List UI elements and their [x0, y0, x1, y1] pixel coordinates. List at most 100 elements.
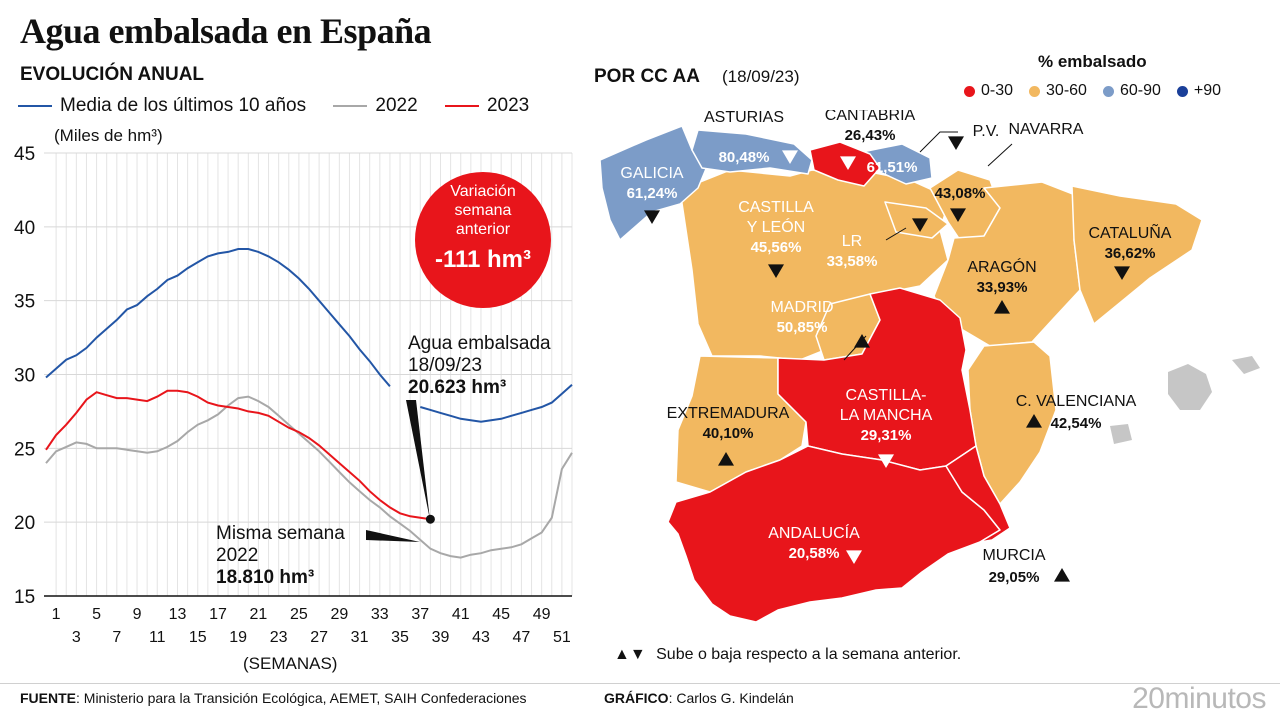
region-label-catalua: CATALUÑA 36,62%	[1089, 222, 1172, 280]
legend-swatch-2022	[333, 104, 368, 107]
legend-dot-orange	[1029, 85, 1041, 97]
footer-source-text: : Ministerio para la Transición Ecológic…	[76, 690, 527, 706]
region-name: GALICIA	[620, 165, 683, 182]
x-tick-label: 33	[371, 606, 389, 623]
series-line-2022	[45, 395, 573, 559]
region-percentage: 61,51%	[867, 159, 918, 176]
x-tick-label: 13	[169, 606, 187, 623]
region-label-andaluca: ANDALUCÍA 20,58%	[768, 523, 862, 564]
legend-label-media: Media de los últimos 10 años	[60, 95, 307, 116]
region-percentage: 40,10%	[703, 425, 754, 442]
chart-section-title: EVOLUCIÓN ANUAL	[20, 64, 205, 85]
annotation-2023-value: 20.623 hm³	[408, 377, 507, 398]
trend-up-icon	[718, 452, 734, 466]
region-label-galicia: GALICIA 61,24%	[620, 165, 684, 224]
x-tick-label: 29	[330, 606, 348, 623]
tick-layer: 1 5 9 13 17 21 25 29 33 37 41 45 493 7 11 15 19 23 27 31 35 3…	[52, 606, 571, 646]
x-tick-label: 19	[229, 629, 247, 646]
trend-down-icon	[768, 264, 784, 278]
region-percentage: 50,85%	[777, 319, 828, 336]
callout-line2: semana	[455, 202, 512, 219]
leader-pv	[919, 131, 958, 153]
x-tick-label: 47	[513, 629, 531, 646]
region-name: MADRID	[770, 299, 833, 316]
region-percentage: 80,48%	[719, 149, 770, 166]
footer-source: FUENTE: Ministerio para la Transición Ec…	[20, 690, 527, 706]
region-label-pv: P.V. 61,51%	[867, 123, 1000, 176]
legend-dot-lightblue	[1102, 85, 1114, 97]
region-percentage: 29,31%	[861, 427, 912, 444]
legend-swatch-media	[18, 104, 52, 107]
menorca-shape	[1232, 356, 1260, 374]
legend-30-60: 30-60	[1029, 82, 1087, 100]
region-percentage: 61,24%	[627, 185, 678, 202]
legend-0-30: 0-30	[964, 82, 1013, 100]
y-tick-label: 45	[14, 144, 35, 165]
x-tick-label: 1	[52, 606, 61, 623]
region-percentage: 26,43%	[845, 127, 896, 144]
legend-dot-darkblue	[1176, 85, 1188, 97]
y-tick-label: 30	[14, 366, 35, 387]
footer-credit: GRÁFICO: Carlos G. Kindelán	[604, 690, 794, 706]
region-name: EXTREMADURA	[667, 405, 790, 422]
region-label-madrid: MADRID 50,85%	[770, 299, 870, 348]
region-name: CATALUÑA	[1089, 222, 1172, 242]
legend-label-2023: 2023	[486, 95, 530, 116]
leader-navarra	[987, 143, 1013, 167]
region-label-castilla: CASTILLA- LA MANCHA 29,31%	[840, 387, 933, 468]
x-tick-label: 31	[351, 629, 369, 646]
footer-source-label: FUENTE	[20, 690, 76, 706]
trend-down-icon	[950, 208, 966, 222]
region-name: P.V.	[973, 123, 1000, 140]
x-tick-label: 23	[270, 629, 288, 646]
region-name-line2: LA MANCHA	[840, 407, 933, 424]
series-2023-endpoint	[425, 514, 435, 524]
x-tick-label: 21	[250, 606, 268, 623]
triangle-up-down-icon: ▲▼	[614, 646, 646, 663]
region-label-aragn: ARAGÓN 33,93%	[967, 257, 1037, 314]
series-line-2023	[45, 389, 431, 521]
callout-circle	[415, 172, 551, 308]
x-tick-label: 51	[553, 629, 571, 646]
ibiza-shape	[1110, 424, 1132, 444]
y-axis-unit: (Miles de hm³)	[54, 126, 163, 145]
callout-value: -111 hm³	[435, 246, 531, 273]
annotation-2022-value: 18.810 hm³	[216, 567, 315, 588]
leader-rioja	[885, 227, 907, 241]
map-legend: 0-30 30-60 60-90 +90	[964, 82, 1221, 102]
x-tick-label: 41	[452, 606, 470, 623]
legend-label-60-90: 60-90	[1119, 82, 1161, 99]
region-asturias-shape	[691, 129, 813, 175]
legend-label-90: +90	[1193, 82, 1222, 99]
trend-down-icon	[912, 218, 928, 232]
x-tick-label: 49	[533, 606, 551, 623]
region-valenciana-shape	[967, 341, 1057, 505]
footer-credit-label: GRÁFICO	[604, 690, 669, 706]
region-percentage: 45,56%	[751, 239, 802, 256]
region-percentage: 33,58%	[827, 253, 878, 270]
region-name: ARAGÓN	[967, 257, 1036, 276]
region-label-murcia: MURCIA 29,05%	[982, 547, 1070, 586]
spain-map: GALICIA 61,24% ASTURIAS 80,48% CANTABRIA 26,4…	[599, 110, 1260, 623]
trend-up-icon	[1026, 414, 1042, 428]
series-line-media-de-los-últimos-10-años	[420, 384, 573, 423]
x-tick-label: 7	[112, 629, 121, 646]
region-label-cvalenciana: C. VALENCIANA 42,54%	[1016, 393, 1137, 432]
region-name: CASTILLA-	[846, 387, 927, 404]
region-name: MURCIA	[982, 547, 1045, 564]
region-percentage: 42,54%	[1051, 415, 1102, 432]
trend-note: ▲▼ Sube o baja respecto a la semana ante…	[614, 646, 961, 664]
x-axis-label: (SEMANAS)	[243, 654, 338, 673]
legend-90: +90	[1176, 82, 1222, 100]
trend-down-icon	[948, 136, 964, 150]
annotation-2023-line1: Agua embalsada	[408, 333, 551, 354]
mallorca-shape	[1168, 364, 1212, 410]
region-percentage: 33,93%	[977, 279, 1028, 296]
x-tick-label: 9	[133, 606, 142, 623]
callout-line1: Variación	[450, 183, 516, 200]
trend-up-icon	[854, 334, 870, 348]
y-tick-label: 40	[14, 218, 35, 239]
y-tick-label: 35	[14, 292, 35, 313]
region-label-navarra: NAVARRA 43,08%	[935, 121, 1084, 222]
